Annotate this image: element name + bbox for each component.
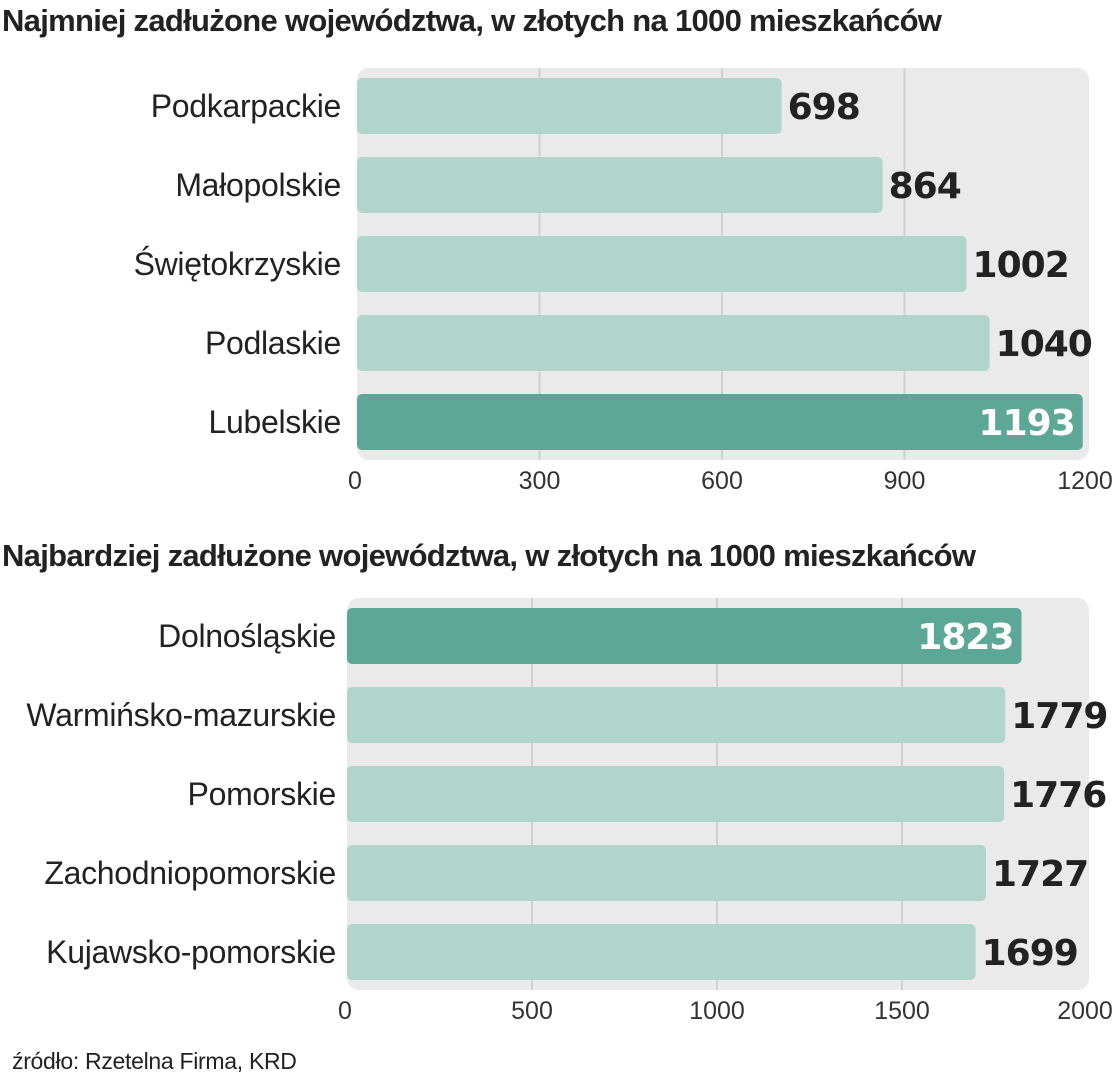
chart2-bar	[347, 845, 986, 901]
chart2-value-label: 1776	[1010, 775, 1106, 816]
chart2-category-label: Zachodniopomorskie	[44, 855, 336, 891]
chart1-category-label: Podkarpackie	[151, 88, 341, 124]
source-note: źródło: Rzetelna Firma, KRD	[12, 1048, 297, 1074]
chart1-tick-label: 900	[884, 467, 926, 495]
chart2-value-label: 1823	[917, 617, 1013, 658]
chart2-title: Najbardziej zadłużone województwa, w zło…	[2, 538, 977, 573]
chart2-bar	[347, 924, 976, 980]
chart1-value-label: 864	[889, 166, 961, 207]
chart2-tick-label: 0	[338, 997, 352, 1025]
chart2-category-label: Warmińsko-mazurskie	[26, 697, 336, 733]
chart2-category-label: Kujawsko-pomorskie	[46, 934, 336, 970]
chart1-tick-label: 300	[519, 467, 561, 495]
chart2-tick-label: 1500	[874, 997, 930, 1025]
chart1-category-label: Świętokrzyskie	[134, 246, 341, 282]
chart1-bar	[357, 394, 1083, 450]
chart2-category-label: Pomorskie	[188, 776, 336, 812]
chart1-value-label: 1040	[996, 324, 1092, 365]
chart2-value-label: 1727	[992, 854, 1088, 895]
chart1-category-label: Podlaskie	[205, 325, 341, 361]
chart1-tick-label: 600	[701, 467, 743, 495]
chart1-value-label: 1193	[979, 403, 1075, 444]
chart1-value-label: 698	[788, 87, 860, 128]
chart2-bar	[347, 687, 1006, 743]
chart2-tick-label: 2000	[1057, 997, 1113, 1025]
chart2-bar	[347, 608, 1022, 664]
chart1-bar	[357, 236, 967, 292]
chart1-category-label: Małopolskie	[175, 167, 341, 203]
chart1-tick-label: 0	[348, 467, 362, 495]
chart1-category-label: Lubelskie	[208, 404, 341, 440]
chart2-value-label: 1779	[1011, 696, 1107, 737]
chart1-tick-label: 1200	[1057, 467, 1113, 495]
chart2-tick-label: 500	[511, 997, 553, 1025]
chart2-tick-label: 1000	[689, 997, 745, 1025]
chart1-title: Najmniej zadłużone województwa, w złotyc…	[2, 3, 943, 38]
chart1-value-label: 1002	[973, 245, 1069, 286]
chart1-bar	[357, 78, 782, 134]
chart2-bar	[347, 766, 1005, 822]
chart2-value-label: 1699	[982, 933, 1078, 974]
chart2-category-label: Dolnośląskie	[158, 618, 336, 654]
chart1-bar	[357, 315, 990, 371]
chart1-bar	[357, 157, 883, 213]
